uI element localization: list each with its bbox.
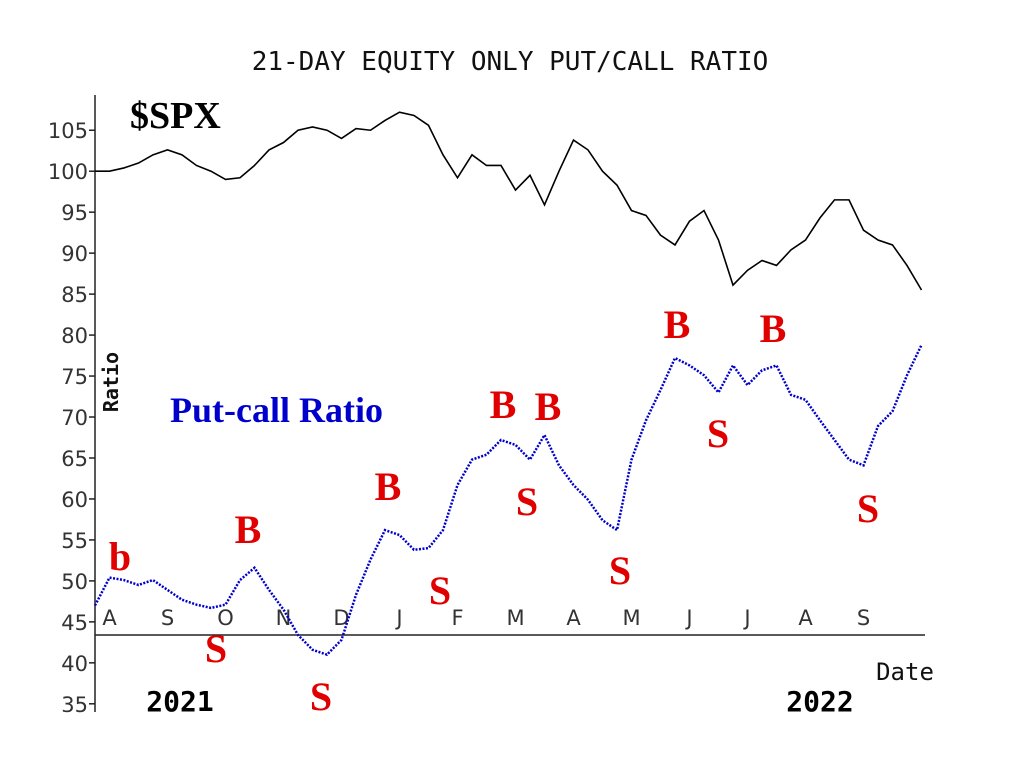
y-tick-label: 70	[61, 406, 88, 430]
y-tick-label: 60	[61, 488, 88, 512]
annotation: B	[375, 464, 402, 509]
series-label: Put-call Ratio	[170, 390, 383, 430]
x-tick-label: S	[161, 606, 174, 630]
y-tick-label: 55	[61, 529, 88, 553]
annotation: S	[516, 479, 538, 524]
y-tick-label: 40	[61, 652, 88, 676]
year-label: 2021	[146, 685, 213, 718]
annotation: B	[535, 384, 562, 429]
annotation: S	[609, 548, 631, 593]
annotation: S	[205, 626, 227, 671]
series-line	[95, 111, 923, 291]
x-tick-label: J	[742, 606, 750, 630]
x-tick-label: O	[217, 606, 234, 630]
annotation: B	[490, 382, 517, 427]
x-tick-label: S	[857, 606, 870, 630]
x-tick-label: J	[684, 606, 692, 630]
x-tick-label: J	[394, 606, 402, 630]
annotation: b	[109, 534, 131, 579]
chart-title: 21-DAY EQUITY ONLY PUT/CALL RATIO	[252, 47, 769, 77]
y-tick-label: 105	[48, 119, 88, 143]
x-tick-label: N	[276, 606, 292, 630]
series-label: $SPX	[130, 95, 221, 137]
x-axis-label: Date	[876, 658, 934, 686]
annotation: B	[664, 302, 691, 347]
x-tick-label: A	[102, 606, 117, 630]
annotation: S	[707, 411, 729, 456]
year-label: 2022	[786, 685, 853, 718]
y-axis-label: Ratio	[99, 352, 123, 412]
y-tick-label: 75	[61, 365, 88, 389]
y-tick-label: 50	[61, 570, 88, 594]
y-tick-label: 35	[61, 693, 88, 717]
annotation: B	[235, 507, 262, 552]
x-tick-label: F	[451, 606, 463, 630]
y-tick-label: 65	[61, 447, 88, 471]
annotation: S	[310, 674, 332, 719]
y-tick-label: 80	[61, 324, 88, 348]
x-tick-label: A	[566, 606, 581, 630]
annotation: S	[857, 486, 879, 531]
y-tick-label: 45	[61, 611, 88, 635]
annotation: S	[429, 568, 451, 613]
x-tick-label: A	[798, 606, 813, 630]
y-tick-label: 100	[48, 160, 88, 184]
x-tick-label: D	[333, 606, 349, 630]
annotation: B	[760, 306, 787, 351]
x-tick-label: M	[622, 606, 640, 630]
y-tick-label: 95	[61, 201, 88, 225]
x-tick-label: M	[506, 606, 524, 630]
y-tick-label: 90	[61, 242, 88, 266]
y-tick-label: 85	[61, 283, 88, 307]
